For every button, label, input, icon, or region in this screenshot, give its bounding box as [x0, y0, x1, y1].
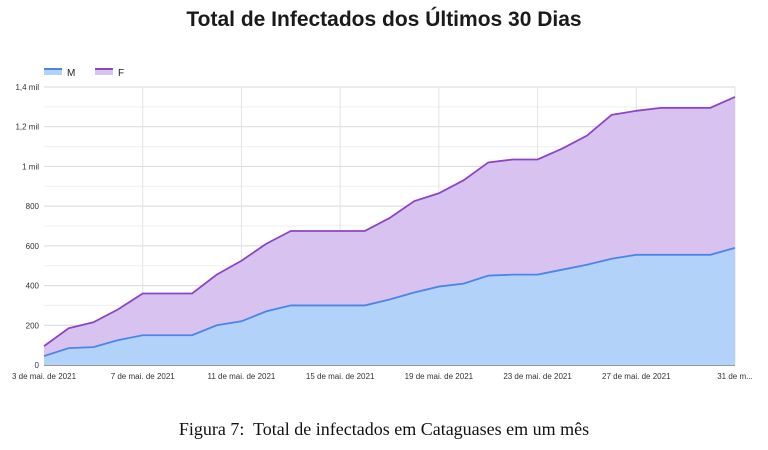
- legend-swatch: [44, 69, 62, 75]
- stacked-area-chart: 0 200 400 600 800 1 mil 1,2 mil 1,4 mil 3 de mai…: [12, 68, 753, 381]
- area-layer: [44, 96, 735, 365]
- x-tick-label: 15 de mai. de 2021: [306, 372, 375, 381]
- legend-item-m: M: [44, 68, 75, 79]
- axis-layer: 0 200 400 600 800 1 mil 1,2 mil 1,4 mil 3 de mai…: [12, 83, 753, 381]
- x-tick-label: 11 de mai. de 2021: [207, 372, 275, 381]
- y-tick-label: 1,2 mil: [15, 123, 39, 132]
- y-tick-label: 1 mil: [22, 162, 39, 171]
- figure-caption: Figura 7: Total de infectados em Catagua…: [178, 419, 590, 439]
- x-tick-label: 27 de mai. de 2021: [602, 372, 671, 381]
- y-tick-label: 200: [26, 321, 40, 330]
- y-tick-label: 0: [35, 361, 40, 370]
- line-layer: [43, 96, 736, 357]
- legend-swatch: [95, 69, 113, 75]
- y-tick-label: 400: [26, 282, 40, 291]
- area-series-f: [44, 96, 735, 357]
- legend-label: M: [67, 68, 75, 79]
- legend-label: F: [118, 68, 124, 79]
- x-tick-label: 31 de m...: [717, 372, 753, 381]
- legend-item-f: F: [95, 68, 124, 79]
- line-series-f: [43, 96, 736, 347]
- chart-title: Total de Infectados dos Últimos 30 Dias: [186, 8, 582, 31]
- x-tick-label: 23 de mai. de 2021: [503, 372, 572, 381]
- area-series-m: [44, 247, 735, 365]
- line-series-m: [43, 246, 736, 357]
- x-tick-label: 19 de mai. de 2021: [405, 372, 474, 381]
- x-tick-label: 3 de mai. de 2021: [12, 372, 77, 381]
- y-tick-label: 1,4 mil: [15, 83, 39, 92]
- x-tick-label: 7 de mai. de 2021: [111, 372, 176, 381]
- y-tick-label: 600: [26, 242, 40, 251]
- y-tick-label: 800: [26, 202, 40, 211]
